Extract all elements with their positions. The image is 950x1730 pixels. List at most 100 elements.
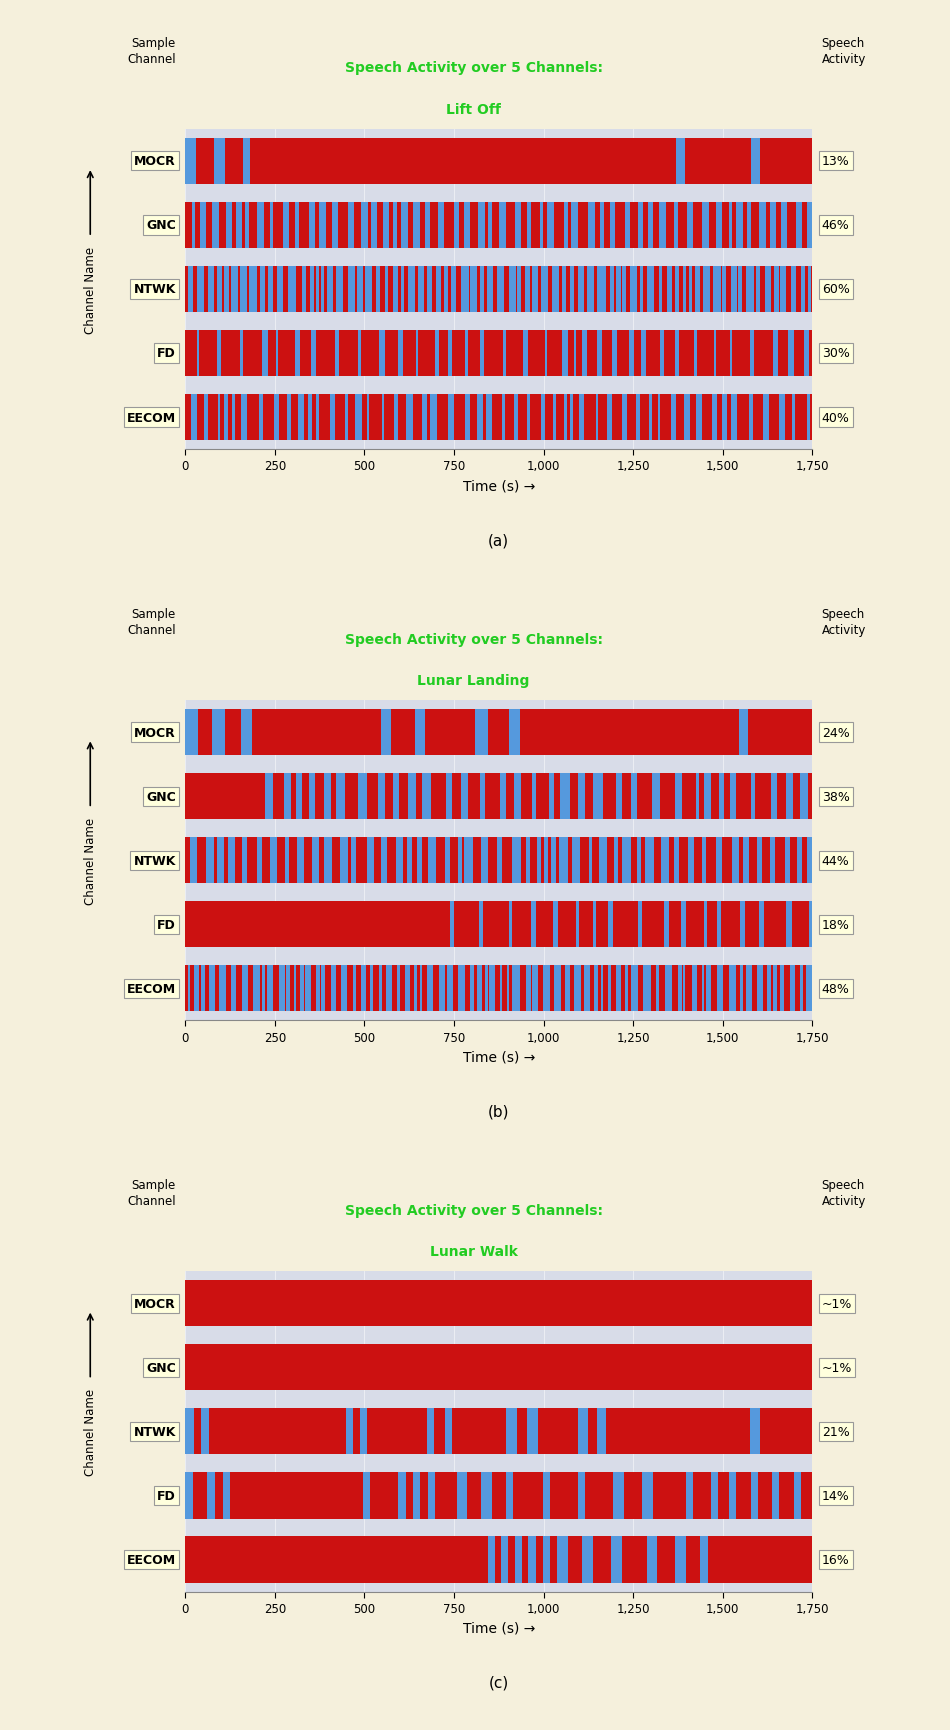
Bar	[542, 394, 545, 441]
Bar	[262, 965, 265, 1012]
Bar	[598, 394, 607, 441]
Bar	[392, 965, 397, 1012]
Bar	[314, 266, 315, 313]
Bar	[683, 266, 686, 313]
Text: NTWK: NTWK	[133, 855, 176, 867]
Bar	[720, 266, 722, 313]
Bar	[597, 901, 608, 948]
Text: Lift Off: Lift Off	[446, 104, 501, 118]
Bar	[239, 330, 243, 377]
Bar	[531, 965, 532, 1012]
Text: (c): (c)	[488, 1675, 509, 1690]
Text: EECOM: EECOM	[126, 412, 176, 424]
Bar	[599, 837, 607, 884]
Bar	[240, 394, 247, 441]
Bar	[422, 773, 430, 820]
Bar	[712, 1472, 718, 1519]
Bar	[805, 266, 808, 313]
Text: 38%: 38%	[822, 791, 849, 803]
Text: Speech Activity over 5 Channels:: Speech Activity over 5 Channels:	[345, 61, 602, 76]
Bar	[367, 837, 373, 884]
Bar	[538, 1408, 578, 1455]
Bar	[422, 837, 428, 884]
Bar	[521, 773, 532, 820]
Bar	[757, 837, 763, 884]
Bar	[597, 394, 598, 441]
Bar	[348, 266, 355, 313]
Bar	[298, 394, 304, 441]
Bar	[600, 965, 603, 1012]
Bar	[514, 773, 521, 820]
Bar	[643, 965, 651, 1012]
Bar	[584, 965, 590, 1012]
Bar	[592, 837, 599, 884]
Bar	[452, 330, 465, 377]
Bar	[260, 965, 262, 1012]
Bar	[751, 138, 760, 185]
Bar	[607, 837, 614, 884]
Bar	[536, 901, 553, 948]
Bar	[361, 965, 366, 1012]
Bar	[559, 266, 562, 313]
Bar	[218, 202, 226, 249]
Bar	[185, 1536, 488, 1583]
Bar	[389, 202, 393, 249]
Bar	[631, 837, 637, 884]
Bar	[676, 394, 684, 441]
Bar	[656, 965, 659, 1012]
Bar	[477, 394, 483, 441]
Bar	[801, 1472, 812, 1519]
Bar	[679, 837, 688, 884]
Bar	[363, 1472, 370, 1519]
Bar	[517, 1408, 527, 1455]
Bar	[690, 394, 695, 441]
Bar	[222, 266, 224, 313]
Bar	[608, 901, 613, 948]
Bar	[526, 394, 530, 441]
Bar	[736, 1472, 750, 1519]
Bar	[532, 773, 536, 820]
Bar	[687, 202, 694, 249]
Bar	[262, 330, 268, 377]
Bar	[469, 202, 478, 249]
Bar	[185, 965, 188, 1012]
Bar	[561, 965, 564, 1012]
Bar	[530, 266, 532, 313]
Bar	[787, 773, 793, 820]
Bar	[217, 837, 224, 884]
Bar	[506, 330, 522, 377]
Bar	[785, 837, 790, 884]
Bar	[509, 965, 512, 1012]
Bar	[536, 1536, 542, 1583]
Bar	[528, 330, 545, 377]
Bar	[506, 202, 515, 249]
Bar	[664, 901, 670, 948]
Bar	[194, 965, 199, 1012]
Bar	[669, 837, 674, 884]
Bar	[196, 202, 200, 249]
Bar	[694, 202, 701, 249]
Bar	[767, 965, 771, 1012]
Bar	[360, 1408, 368, 1455]
Bar	[503, 394, 504, 441]
Bar	[525, 965, 531, 1012]
Bar	[393, 202, 397, 249]
Bar	[191, 394, 197, 441]
Bar	[356, 965, 361, 1012]
Bar	[527, 1408, 538, 1455]
Bar	[731, 773, 735, 820]
Bar	[493, 266, 497, 313]
Text: MOCR: MOCR	[134, 1298, 176, 1310]
Text: FD: FD	[157, 348, 176, 360]
Bar	[581, 330, 587, 377]
Bar	[520, 965, 525, 1012]
Bar	[379, 330, 385, 377]
Bar	[433, 965, 439, 1012]
Bar	[435, 1472, 457, 1519]
Bar	[736, 266, 738, 313]
Bar	[430, 394, 437, 441]
Bar	[787, 202, 796, 249]
Bar	[354, 202, 361, 249]
Bar	[412, 1472, 420, 1519]
Bar	[491, 1472, 506, 1519]
